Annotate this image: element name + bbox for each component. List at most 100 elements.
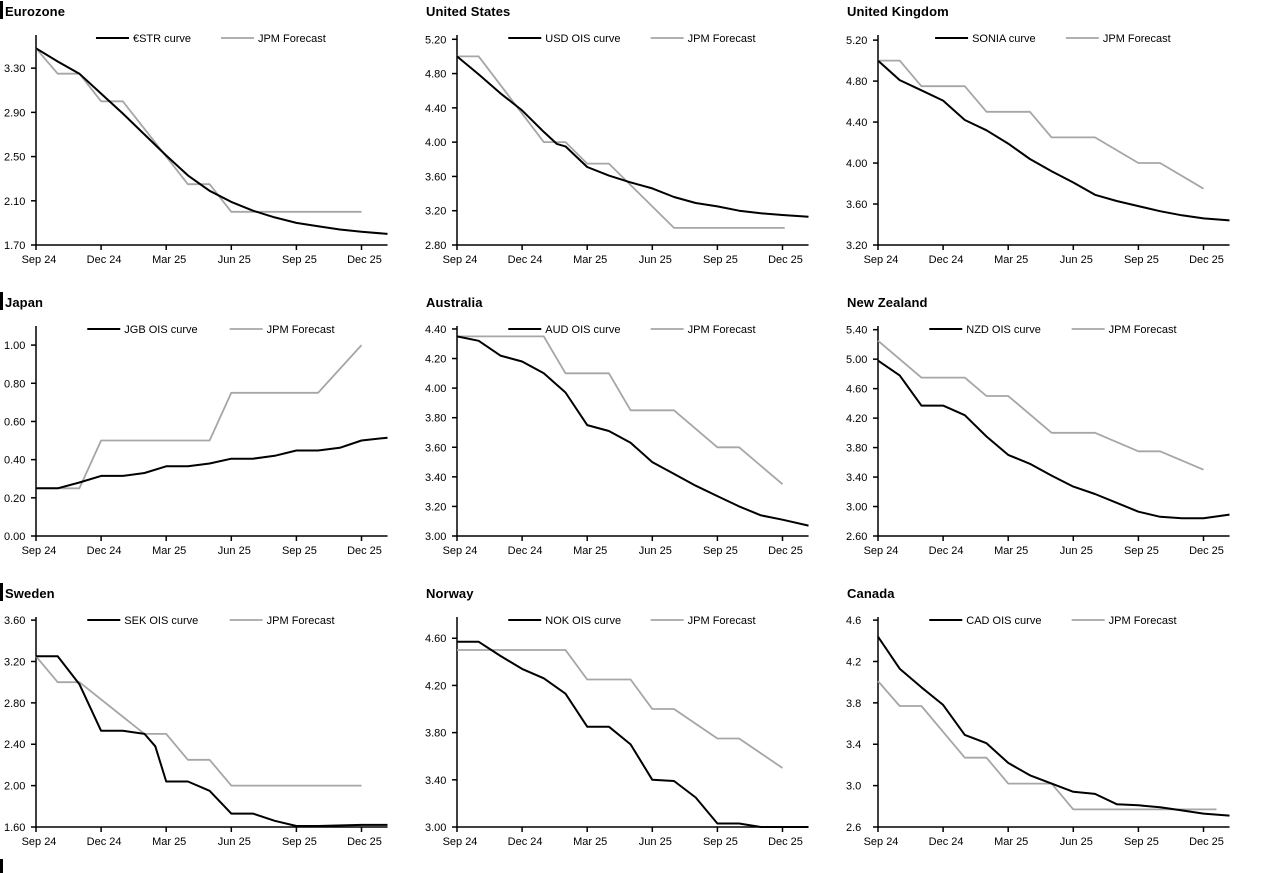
legend-label: JPM Forecast [688,615,756,627]
y-tick-label: 4.80 [425,69,446,81]
series-line-jpm-forecast [36,344,363,490]
y-tick-label: 1.70 [4,240,25,252]
x-tick-label: Sep 25 [1124,545,1159,557]
chart-header: New Zealand [842,291,1264,313]
y-tick-label: 4.40 [846,117,867,129]
y-tick-label: 2.90 [4,107,25,119]
series-line-sek-ois-curve [36,655,388,827]
x-tick-label: Jun 25 [218,836,251,848]
x-tick-label: Mar 25 [994,545,1028,557]
y-tick-label: 1.00 [4,340,25,352]
chart-title: Japan [5,294,44,310]
chart-canada: 2.6 3.0 3.4 3.8 4.2 4.6 Sep 24 Dec 24 Mar 25 Jun … [846,615,1230,848]
x-tick-label: Sep 24 [22,545,57,557]
x-tick-label: Mar 25 [573,836,607,848]
y-tick-label: 3.20 [425,206,446,218]
y-tick-label: 4.20 [425,680,446,692]
chart-panel-australia: Australia 3.00 3.20 3.40 3.60 3.80 4.00 4.20 4.4… [421,291,842,582]
next-section-bar [0,859,3,873]
x-tick-label: Dec 25 [768,545,803,557]
x-tick-label: Sep 24 [443,545,478,557]
legend-label: AUD OIS curve [545,324,620,336]
chart-australia: 3.00 3.20 3.40 3.60 3.80 4.00 4.20 4.40 Sep 24 De… [425,324,809,557]
x-tick-label: Dec 25 [347,545,382,557]
x-tick-label: Dec 25 [768,836,803,848]
legend-label: JPM Forecast [258,33,326,45]
y-tick-label: 0.40 [4,455,25,467]
y-tick-label: 2.6 [846,822,861,834]
series-line-jpm-forecast [35,47,362,213]
chart-panel-united-states: United States 2.80 3.20 3.60 4.00 4.40 4.80 5.2… [421,0,842,291]
legend: NOK OIS curve JPM Forecast [508,615,756,627]
y-tick-label: 3.80 [425,728,446,740]
x-tick-label: Mar 25 [994,254,1028,266]
x-tick-label: Dec 24 [87,836,122,848]
chart-title: Sweden [5,585,55,601]
y-tick-label: 3.00 [425,822,446,834]
y-tick-label: 3.60 [425,442,446,454]
x-tick-label: Sep 25 [703,254,738,266]
legend: €STR curve JPM Forecast [95,33,326,45]
x-tick-label: Sep 25 [703,545,738,557]
y-tick-label: 4.6 [846,615,861,627]
chart-panel-norway: Norway 3.00 3.40 3.80 4.20 4.60 Sep 24 Dec 24 Ma… [421,582,842,873]
chart-header: United Kingdom [842,0,1264,22]
legend-label: JPM Forecast [267,615,335,627]
x-tick-label: Sep 24 [864,836,899,848]
chart-header: Norway [421,582,842,604]
chart-panel-canada: Canada 2.6 3.0 3.4 3.8 4.2 4.6 Sep 24 Dec 24 Mar … [842,582,1264,873]
section-bar [0,1,3,19]
y-tick-label: 3.40 [425,472,446,484]
x-tick-label: Sep 24 [443,254,478,266]
x-tick-label: Sep 25 [282,836,317,848]
y-tick-label: 5.40 [846,325,867,337]
x-tick-label: Dec 24 [508,254,543,266]
chart-title: New Zealand [847,294,928,310]
y-tick-label: 2.10 [4,196,25,208]
x-tick-label: Sep 25 [703,836,738,848]
chart-norway: 3.00 3.40 3.80 4.20 4.60 Sep 24 Dec 24 Mar 25 Ju… [425,615,809,848]
legend-label: SONIA curve [972,33,1036,45]
chart-united-states: 2.80 3.20 3.60 4.00 4.40 4.80 5.20 Sep 24 Dec 24… [425,33,809,266]
y-tick-label: 3.80 [425,413,446,425]
legend-label: NZD OIS curve [966,324,1041,336]
y-tick-label: 3.00 [425,531,446,543]
chart-panel-japan: Japan 0.00 0.20 0.40 0.60 0.80 1.00 Sep 24 Dec 2… [0,291,421,582]
legend-label: JPM Forecast [1109,615,1177,627]
x-tick-label: Mar 25 [573,545,607,557]
chart-header: Japan [0,291,421,313]
x-tick-label: Dec 25 [1189,254,1224,266]
series-line-cad-ois-curve [877,636,1230,817]
series-line-usd-ois-curve [456,55,809,218]
x-tick-label: Mar 25 [152,545,186,557]
x-tick-label: Dec 24 [87,254,122,266]
y-tick-label: 4.20 [425,354,446,366]
chart-panel-eurozone: Eurozone 1.70 2.10 2.50 2.90 3.30 Sep 24 Dec 24… [0,0,421,291]
chart-header: Eurozone [0,0,421,22]
legend: CAD OIS curve JPM Forecast [929,615,1177,627]
y-tick-label: 2.60 [846,531,867,543]
x-tick-label: Dec 24 [508,836,543,848]
chart-panel-united-kingdom: United Kingdom 3.20 3.60 4.00 4.40 4.80 5.20 Se… [842,0,1264,291]
x-tick-label: Jun 25 [639,545,672,557]
x-tick-label: Dec 25 [347,836,382,848]
chart-title: Canada [847,585,895,601]
series-line-jpm-forecast [35,655,362,787]
y-tick-label: 0.80 [4,378,25,390]
y-tick-label: 0.60 [4,416,25,428]
x-tick-label: Dec 25 [347,254,382,266]
legend-label: JPM Forecast [1109,324,1177,336]
legend: SONIA curve JPM Forecast [935,33,1171,45]
x-tick-label: Dec 24 [87,545,122,557]
x-tick-label: Jun 25 [639,836,672,848]
x-tick-label: Jun 25 [1060,254,1093,266]
y-tick-label: 3.80 [846,443,867,455]
y-tick-label: 4.80 [846,76,867,88]
x-tick-label: Sep 24 [22,254,57,266]
chart-header: Canada [842,582,1264,604]
x-tick-label: Dec 24 [508,545,543,557]
legend: SEK OIS curve JPM Forecast [87,615,335,627]
x-tick-label: Dec 25 [768,254,803,266]
y-tick-label: 4.60 [425,633,446,645]
